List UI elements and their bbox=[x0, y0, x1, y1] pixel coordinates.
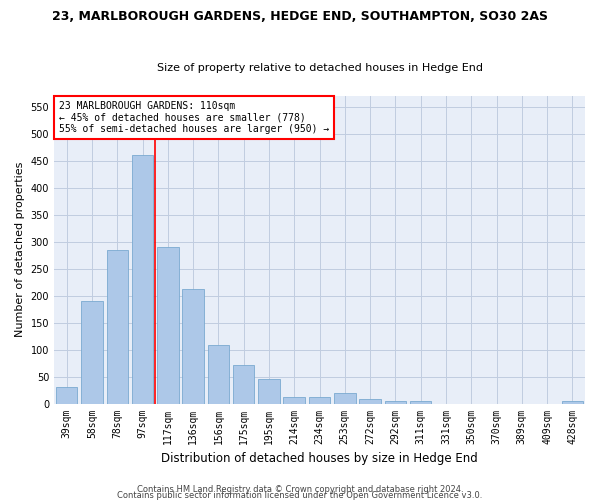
Bar bbox=[182, 289, 204, 404]
Bar bbox=[410, 401, 431, 404]
Bar bbox=[157, 247, 179, 404]
Text: 23 MARLBOROUGH GARDENS: 110sqm
← 45% of detached houses are smaller (778)
55% of: 23 MARLBOROUGH GARDENS: 110sqm ← 45% of … bbox=[59, 100, 329, 134]
Y-axis label: Number of detached properties: Number of detached properties bbox=[15, 162, 25, 338]
Text: Contains HM Land Registry data © Crown copyright and database right 2024.: Contains HM Land Registry data © Crown c… bbox=[137, 484, 463, 494]
Bar bbox=[562, 401, 583, 404]
Bar bbox=[385, 401, 406, 404]
Title: Size of property relative to detached houses in Hedge End: Size of property relative to detached ho… bbox=[157, 63, 482, 73]
Bar bbox=[359, 399, 381, 404]
Bar bbox=[56, 388, 77, 404]
Bar bbox=[258, 378, 280, 404]
Bar bbox=[208, 346, 229, 404]
Bar bbox=[107, 250, 128, 404]
Bar bbox=[334, 393, 356, 404]
Bar bbox=[309, 397, 330, 404]
Text: Contains public sector information licensed under the Open Government Licence v3: Contains public sector information licen… bbox=[118, 490, 482, 500]
X-axis label: Distribution of detached houses by size in Hedge End: Distribution of detached houses by size … bbox=[161, 452, 478, 465]
Bar bbox=[81, 301, 103, 404]
Bar bbox=[233, 364, 254, 404]
Bar bbox=[132, 156, 153, 404]
Text: 23, MARLBOROUGH GARDENS, HEDGE END, SOUTHAMPTON, SO30 2AS: 23, MARLBOROUGH GARDENS, HEDGE END, SOUT… bbox=[52, 10, 548, 23]
Bar bbox=[283, 397, 305, 404]
